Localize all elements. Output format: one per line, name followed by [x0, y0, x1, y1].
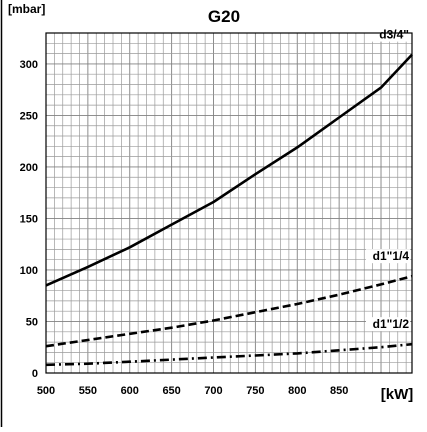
y-axis-unit: [mbar] [8, 2, 45, 16]
x-axis-unit: [kW] [381, 386, 414, 403]
y-tick-label: 50 [26, 316, 38, 328]
x-tick-label: 600 [121, 385, 139, 397]
y-tick-label: 100 [20, 265, 38, 277]
series-line [45, 342, 413, 367]
x-tick-label: 700 [204, 385, 222, 397]
series-label: d3/4" [379, 28, 409, 42]
series-label-background [366, 27, 410, 42]
series-label: d1"1/2 [373, 317, 410, 331]
tick-labels: 500 550 600 650 700 750 800 850 0 50 100 150 200 250 3… [20, 59, 349, 397]
x-tick-label: 500 [37, 385, 55, 397]
series-line [45, 53, 413, 287]
series-label: d1"1/4 [373, 249, 410, 263]
x-tick-label: 650 [162, 385, 180, 397]
chart-title: G20 [208, 7, 240, 26]
x-tick-label: 750 [246, 385, 264, 397]
x-tick-label: 850 [330, 385, 348, 397]
series-labels: d3/4" d1"1/4 d1"1/2 [366, 27, 410, 332]
x-tick-label: 550 [79, 385, 97, 397]
y-tick-label: 0 [32, 368, 38, 380]
y-tick-label: 200 [20, 162, 38, 174]
series-label-background [366, 249, 410, 264]
y-tick-label: 300 [20, 59, 38, 71]
grid [45, 32, 412, 374]
series-label-background [366, 317, 410, 332]
x-tick-label: 800 [288, 385, 306, 397]
y-tick-label: 150 [20, 213, 38, 225]
series-line [45, 274, 413, 348]
curves [45, 53, 413, 367]
y-tick-label: 250 [20, 110, 38, 122]
plot-border [45, 32, 413, 374]
